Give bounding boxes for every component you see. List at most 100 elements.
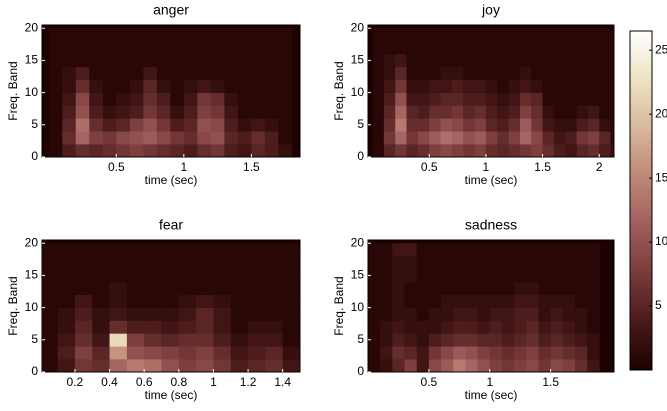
heat-cell (197, 28, 212, 42)
heat-cell (210, 66, 225, 81)
heat-cell (178, 333, 197, 347)
heat-cell (440, 66, 453, 81)
heat-cell (392, 256, 405, 270)
heat-cell (508, 118, 521, 132)
y-tick-label: 20 (25, 20, 39, 34)
heat-cell (587, 53, 600, 68)
heat-cell (587, 346, 600, 360)
heat-cell (485, 79, 498, 93)
heat-cell (178, 243, 197, 257)
heat-cell (514, 307, 527, 321)
heat-cell (587, 28, 600, 42)
heat-cell (474, 131, 487, 145)
heat-cell (453, 268, 466, 283)
heat-cell (161, 346, 180, 360)
heat-cell (514, 359, 527, 372)
heat-cell (441, 243, 454, 257)
heat-cell (224, 41, 239, 55)
heat-cell (48, 53, 63, 68)
heat-cell (531, 105, 543, 119)
heat-cell (441, 281, 454, 296)
heat-cell (542, 41, 555, 55)
heat-cell (429, 28, 441, 42)
heat-cell (62, 144, 77, 157)
heat-cell (144, 294, 162, 308)
heat-cell (143, 118, 158, 132)
heat-cell (562, 294, 576, 308)
colorbar-tick-label: 25 (655, 42, 667, 56)
heat-cell (562, 320, 576, 334)
heat-cell (102, 105, 117, 119)
heat-cell (89, 53, 104, 68)
heat-cell (62, 41, 77, 55)
heat-cell (109, 294, 128, 308)
heat-cell (372, 105, 385, 119)
heat-cell (42, 320, 58, 334)
heat-cell (441, 359, 454, 372)
heat-cell (170, 79, 185, 93)
heat-cell (441, 346, 454, 360)
heat-cell (237, 66, 252, 81)
heat-cell (129, 79, 144, 93)
heat-cell (575, 243, 588, 257)
heat-cell (587, 41, 600, 55)
heat-cell (251, 53, 266, 68)
heat-cell (57, 281, 76, 296)
y-axis-label: Freq. Band (6, 61, 20, 120)
heat-cell (477, 243, 491, 257)
heat-cell (404, 359, 418, 372)
heat-cell (575, 256, 588, 270)
heat-cell (109, 320, 128, 334)
heat-cell (489, 307, 503, 321)
heat-cell (380, 320, 393, 334)
heat-cell (441, 268, 454, 283)
heat-cell (178, 294, 197, 308)
heat-cell (74, 307, 93, 321)
heat-cell (477, 307, 491, 321)
heat-cell (587, 105, 600, 119)
heat-cell (126, 256, 145, 270)
heat-cell (416, 320, 430, 334)
heat-cell (610, 118, 614, 132)
heat-cell (282, 359, 300, 372)
heat-cell (485, 92, 498, 106)
heat-cell (251, 131, 266, 145)
heat-cell (417, 105, 430, 119)
heat-cell (550, 268, 564, 283)
heat-cell (599, 105, 611, 119)
heat-cell (599, 66, 611, 81)
heat-cell (210, 144, 225, 157)
heat-cell (161, 256, 180, 270)
heat-cell (89, 66, 104, 81)
heat-cell (599, 53, 611, 68)
y-tick-label: 15 (351, 268, 365, 282)
heat-cell (463, 105, 475, 119)
heat-cell (404, 268, 418, 283)
heat-cell (42, 268, 58, 283)
heat-cell (170, 144, 185, 157)
heat-cell (489, 294, 503, 308)
heat-cell (550, 307, 564, 321)
heat-cell (553, 105, 566, 119)
heat-cell (429, 144, 441, 157)
heat-cell (126, 359, 145, 372)
heat-cell (197, 66, 212, 81)
heat-cell (587, 281, 600, 296)
heat-cell (392, 294, 405, 308)
heat-cell (395, 66, 407, 81)
heat-cell (48, 66, 63, 81)
heat-cell (109, 268, 128, 283)
heat-cell (230, 359, 249, 372)
heat-cell (383, 144, 396, 157)
heat-cell (392, 268, 405, 283)
heat-cell (406, 92, 419, 106)
heat-cell (278, 118, 293, 132)
heat-cell (213, 346, 232, 360)
heat-cell (519, 118, 532, 132)
heat-cell (74, 268, 93, 283)
heat-cell (368, 294, 381, 308)
heat-cell (526, 268, 539, 283)
heat-cell (156, 28, 171, 42)
heat-cell (282, 320, 300, 334)
x-tick-label: 1.2 (240, 375, 257, 389)
